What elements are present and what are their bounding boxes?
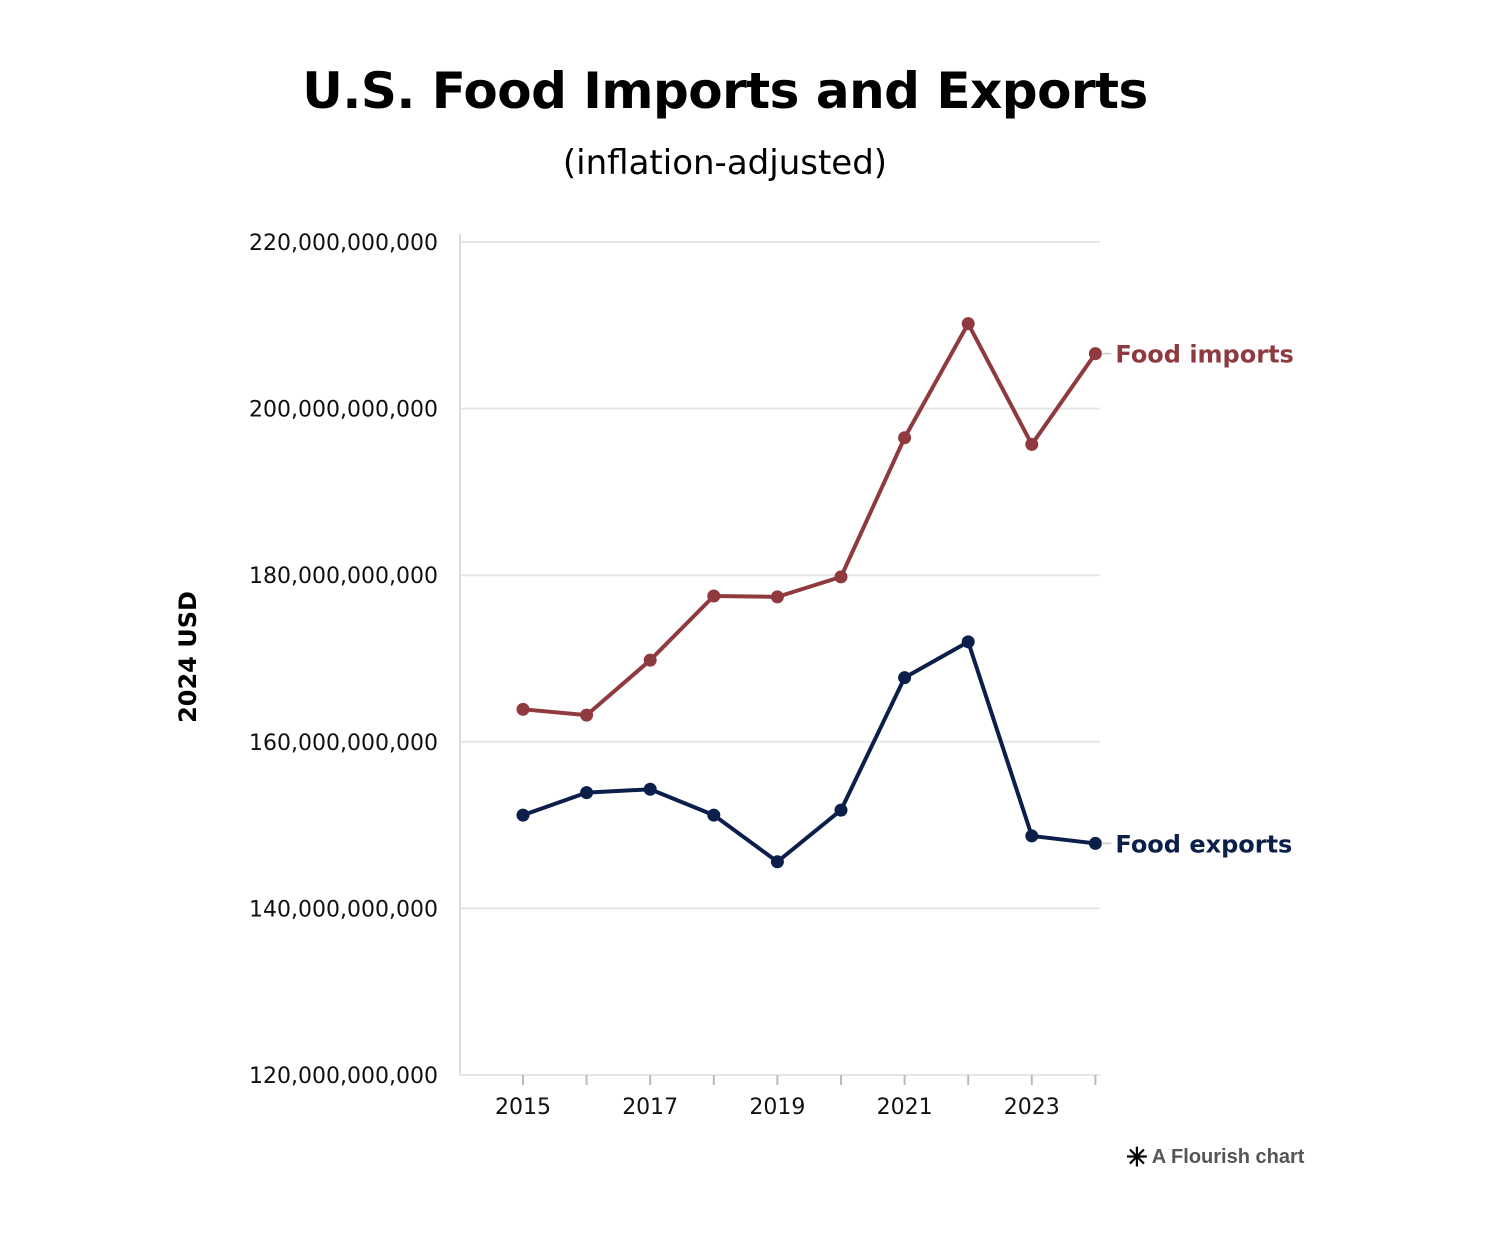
y-tick-labels: 220,000,000,000 200,000,000,000 180,000,00…	[249, 231, 438, 1089]
y-tick-label: 200,000,000,000	[249, 398, 438, 423]
food-exports-line	[521, 639, 1098, 864]
food-imports-point	[516, 702, 530, 716]
flourish-credit[interactable]: ✳ A Flourish chart	[1126, 1144, 1304, 1170]
food-exports-point	[834, 803, 848, 817]
series	[516, 317, 1102, 869]
food-exports-point	[580, 786, 594, 800]
food-exports-label: Food exports	[1115, 830, 1292, 858]
series-labels: Food imports Food exports	[1101, 341, 1294, 858]
x-tick-label: 2017	[622, 1095, 678, 1120]
food-exports-point	[770, 855, 784, 869]
food-imports-line	[521, 321, 1098, 718]
food-exports-point	[707, 808, 721, 822]
gridlines	[460, 241, 1100, 1076]
x-tick-label: 2021	[877, 1095, 933, 1120]
food-exports-point	[898, 671, 912, 685]
y-tick-label: 120,000,000,000	[249, 1064, 438, 1089]
food-exports-point	[516, 808, 530, 822]
chart-title: U.S. Food Imports and Exports	[302, 62, 1148, 120]
x-tick-labels: 2015 2017 2019 2021 2023	[495, 1095, 1060, 1120]
food-imports-point	[770, 590, 784, 604]
food-imports-point	[1088, 347, 1102, 361]
chart-subtitle: (inflation-adjusted)	[562, 143, 888, 183]
x-tick-label: 2023	[1004, 1095, 1060, 1120]
y-tick-label: 140,000,000,000	[249, 897, 438, 922]
flourish-star-icon: ✳	[1126, 1142, 1148, 1172]
food-exports-point	[1088, 836, 1102, 850]
food-imports-point	[1025, 437, 1039, 451]
axes	[459, 234, 1097, 1085]
food-imports-point	[834, 570, 848, 584]
food-exports-point	[1025, 829, 1039, 843]
credit-text: A Flourish chart	[1151, 1145, 1305, 1168]
food-imports-point	[580, 708, 594, 722]
food-imports-point	[898, 431, 912, 445]
food-exports-point	[961, 635, 975, 649]
y-tick-label: 220,000,000,000	[249, 231, 438, 256]
x-tick-label: 2015	[495, 1095, 551, 1120]
y-tick-label: 180,000,000,000	[249, 564, 438, 589]
food-imports-point	[961, 317, 975, 331]
food-exports-point	[643, 782, 657, 796]
food-imports-label: Food imports	[1115, 341, 1293, 369]
y-tick-label: 160,000,000,000	[249, 731, 438, 756]
food-imports-point	[707, 589, 721, 603]
x-tick-label: 2019	[749, 1095, 805, 1120]
y-axis-label: 2024 USD	[174, 591, 202, 723]
food-imports-point	[643, 653, 657, 667]
